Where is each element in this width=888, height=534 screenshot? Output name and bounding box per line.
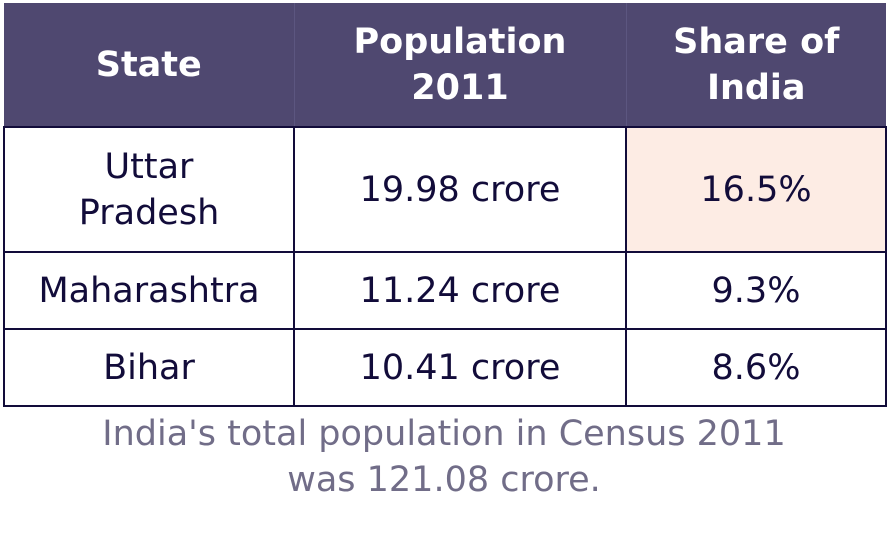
header-population-label: Population 2011 bbox=[353, 21, 567, 108]
table-header: State Population 2011 Share of India bbox=[4, 3, 886, 127]
cell-population-text: 11.24 crore bbox=[359, 270, 561, 311]
footnote-line-1: India's total population in Census 2011 bbox=[102, 414, 786, 454]
cell-share-highlighted: 16.5% bbox=[625, 126, 887, 253]
footnote: India's total population in Census 2011 … bbox=[0, 411, 888, 503]
cell-share-text: 8.6% bbox=[711, 347, 801, 388]
population-table: State Population 2011 Share of India Utt… bbox=[3, 3, 887, 407]
table-row: Maharashtra 11.24 crore 9.3% bbox=[3, 251, 887, 330]
cell-share: 9.3% bbox=[625, 251, 887, 330]
cell-population-text: 19.98 crore bbox=[359, 169, 561, 210]
cell-share-text: 9.3% bbox=[711, 270, 801, 311]
cell-share-text: 16.5% bbox=[700, 169, 812, 210]
cell-population: 10.41 crore bbox=[293, 328, 627, 407]
header-share: Share of India bbox=[625, 3, 886, 127]
cell-population: 11.24 crore bbox=[293, 251, 627, 330]
header-state: State bbox=[4, 3, 294, 127]
header-share-label: Share of India bbox=[673, 21, 840, 108]
footnote-line-2: was 121.08 crore. bbox=[287, 460, 601, 500]
cell-population: 19.98 crore bbox=[293, 126, 627, 253]
table-row: Uttar Pradesh 19.98 crore 16.5% bbox=[3, 126, 887, 253]
cell-state-text: Uttar Pradesh bbox=[78, 146, 220, 233]
cell-state: Bihar bbox=[3, 328, 295, 407]
header-state-label: State bbox=[95, 44, 202, 85]
cell-state: Maharashtra bbox=[3, 251, 295, 330]
population-table-container: State Population 2011 Share of India Utt… bbox=[3, 3, 887, 407]
cell-state: Uttar Pradesh bbox=[3, 126, 295, 253]
header-row: State Population 2011 Share of India bbox=[4, 3, 886, 127]
table-row: Bihar 10.41 crore 8.6% bbox=[3, 328, 887, 407]
table-body: Uttar Pradesh 19.98 crore 16.5% Maharash… bbox=[3, 126, 887, 407]
header-population: Population 2011 bbox=[293, 3, 626, 127]
cell-share: 8.6% bbox=[625, 328, 887, 407]
cell-state-text: Maharashtra bbox=[38, 270, 260, 311]
cell-state-text: Bihar bbox=[103, 347, 195, 388]
cell-population-text: 10.41 crore bbox=[359, 347, 561, 388]
